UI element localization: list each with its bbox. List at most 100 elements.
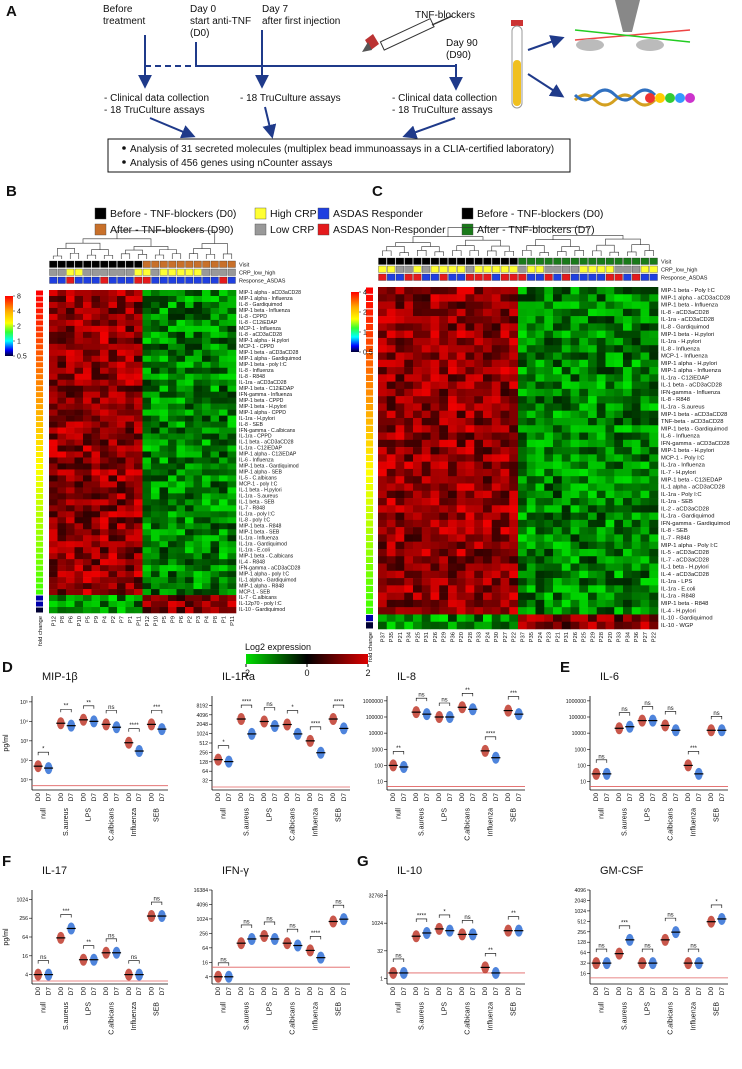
heatmap-cell [211, 523, 220, 529]
x-sub-label: D7 [719, 793, 726, 802]
heatmap-cell [536, 411, 545, 419]
heatmap-cell [117, 535, 126, 541]
annotation-cell [536, 258, 544, 265]
heatmap-cell [109, 350, 118, 356]
heatmap-cell [501, 403, 510, 411]
heatmap-cell [623, 425, 632, 433]
column-label: P28 [599, 632, 605, 642]
heatmap-cell [632, 513, 641, 521]
y-tick-label: 16 [202, 960, 208, 966]
fold-change-cell [36, 608, 43, 613]
timepoint: Day 0 [190, 4, 217, 15]
heatmap-cell [49, 296, 58, 302]
fold-change-cell [366, 360, 373, 366]
heatmap-cell [134, 380, 143, 386]
heatmap-cell [588, 345, 597, 353]
heatmap-cell [75, 368, 84, 374]
annotation-cell [143, 277, 151, 284]
sig-label: ** [86, 700, 91, 706]
heatmap-cell [117, 326, 126, 332]
heatmap-cell [579, 505, 588, 513]
heatmap-cell [413, 498, 422, 506]
heatmap-cell [185, 547, 194, 553]
heatmap-cell [151, 410, 160, 416]
heatmap-cell [75, 320, 84, 326]
heatmap-cell [126, 607, 135, 613]
heatmap-cell [562, 374, 571, 382]
tick-label: 8 [17, 294, 21, 301]
heatmap-cell [536, 454, 545, 462]
heatmap-cell [606, 578, 615, 586]
heatmap-cell [177, 296, 186, 302]
fold-change-cell [366, 404, 373, 410]
heatmap-cell [606, 447, 615, 455]
heatmap-cell [219, 571, 228, 577]
heatmap-cell [509, 331, 518, 339]
heatmap-cell [143, 547, 152, 553]
heatmap-cell [588, 403, 597, 411]
heatmap-cell [151, 428, 160, 434]
sig-label: ns [131, 955, 137, 961]
heatmap-cell [177, 452, 186, 458]
heatmap-cell [641, 476, 650, 484]
heatmap-cell [466, 491, 475, 499]
heatmap-cell [571, 382, 580, 390]
heatmap-cell [66, 529, 75, 535]
heatmap-cell [211, 595, 220, 601]
timepoint: treatment [103, 16, 145, 27]
fold-change-cell [366, 302, 373, 308]
annotation-cell [75, 269, 83, 276]
heatmap-cell [92, 547, 101, 553]
sig-label: ns [441, 697, 447, 703]
annotation-cell [606, 274, 614, 281]
heatmap-cell [58, 356, 67, 362]
heatmap-cell [219, 440, 228, 446]
heatmap-cell [404, 287, 413, 295]
heatmap-cell [143, 565, 152, 571]
heatmap-cell [100, 463, 109, 469]
heatmap-cell [553, 585, 562, 593]
heatmap-cell [66, 440, 75, 446]
heatmap-cell [194, 589, 203, 595]
heatmap-cell [466, 403, 475, 411]
heatmap-cell [109, 314, 118, 320]
heatmap-cell [134, 416, 143, 422]
heatmap-cell [211, 398, 220, 404]
heatmap-cell [194, 362, 203, 368]
heatmap-cell [501, 294, 510, 302]
column-label: P23 [547, 632, 553, 642]
heatmap-cell [160, 463, 169, 469]
heatmap-cell [501, 542, 510, 550]
heatmap-cell [160, 374, 169, 380]
heatmap-cell [518, 316, 527, 324]
heatmap-cell [387, 534, 396, 542]
row-label: IL-7 - R848 [661, 535, 690, 541]
heatmap-cell [413, 578, 422, 586]
heatmap-cell [100, 523, 109, 529]
heatmap-cell [509, 323, 518, 331]
heatmap-cell [387, 352, 396, 360]
dendrogram [396, 243, 431, 247]
heatmap-cell [134, 404, 143, 410]
x-tick-label: C.albicans [465, 808, 472, 841]
heatmap-cell [492, 338, 501, 346]
heatmap-cell [83, 434, 92, 440]
heatmap-cell [66, 499, 75, 505]
heatmap-cell [614, 483, 623, 491]
heatmap-cell [126, 463, 135, 469]
heatmap-cell [49, 493, 58, 499]
heatmap-cell [483, 374, 492, 382]
heatmap-cell [632, 556, 641, 564]
heatmap-cell [228, 457, 237, 463]
heatmap-cell [483, 513, 492, 521]
column-label: P33 [617, 632, 623, 642]
heatmap-cell [422, 505, 431, 513]
heatmap-cell [649, 534, 658, 542]
heatmap-cell [100, 332, 109, 338]
heatmap-cell [518, 469, 527, 477]
heatmap-cell [422, 614, 431, 622]
heatmap-cell [588, 294, 597, 302]
fold-change-cell [366, 586, 373, 592]
heatmap-cell [378, 549, 387, 557]
heatmap-cell [404, 360, 413, 368]
